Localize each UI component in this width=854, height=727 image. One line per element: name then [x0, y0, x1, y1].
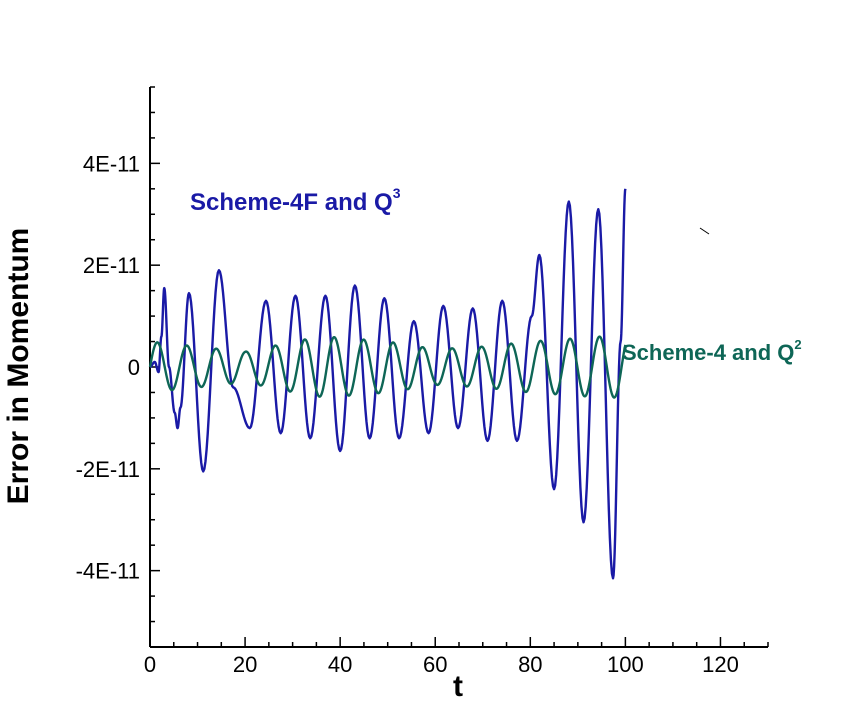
x-tick-label: 120: [702, 652, 739, 677]
stray-mark: [699, 227, 710, 235]
x-axis: 0 20 40 60 80 100 120 t: [144, 637, 769, 703]
series-label-superscript: 3: [393, 185, 401, 201]
y-axis: -4E-11 -2E-11 0 2E-11 4E-11 Error in Momentu…: [2, 86, 160, 648]
y-axis-title: Error in Momentum: [2, 228, 35, 505]
series-label-scheme-4: Scheme-4 and Q2: [622, 337, 802, 365]
x-tick-label: 20: [233, 652, 257, 677]
x-tick-label: 0: [144, 652, 156, 677]
y-tick-label: 0: [128, 355, 140, 380]
x-ticks: 0 20 40 60 80 100 120: [144, 637, 769, 677]
series-line-scheme-4: [148, 335, 627, 399]
y-tick-label: 2E-11: [83, 253, 140, 278]
series-label-text: Scheme-4F and Q: [190, 189, 393, 216]
y-tick-label: -2E-11: [76, 457, 140, 482]
y-tick-label: 4E-11: [83, 151, 140, 176]
y-tick-label: -4E-11: [76, 559, 140, 584]
series-label-superscript: 2: [794, 337, 801, 352]
y-ticks: -4E-11 -2E-11 0 2E-11 4E-11: [76, 86, 160, 648]
series-label-text: Scheme-4 and Q: [622, 340, 794, 365]
x-tick-label: 40: [328, 652, 352, 677]
x-tick-label: 100: [607, 652, 644, 677]
x-tick-label: 80: [518, 652, 542, 677]
series-line-scheme-4f: [149, 188, 627, 580]
plot-area: [148, 188, 627, 580]
series-label-scheme-4f: Scheme-4F and Q3: [190, 185, 401, 216]
x-axis-title: t: [453, 670, 463, 703]
x-tick-label: 60: [423, 652, 447, 677]
